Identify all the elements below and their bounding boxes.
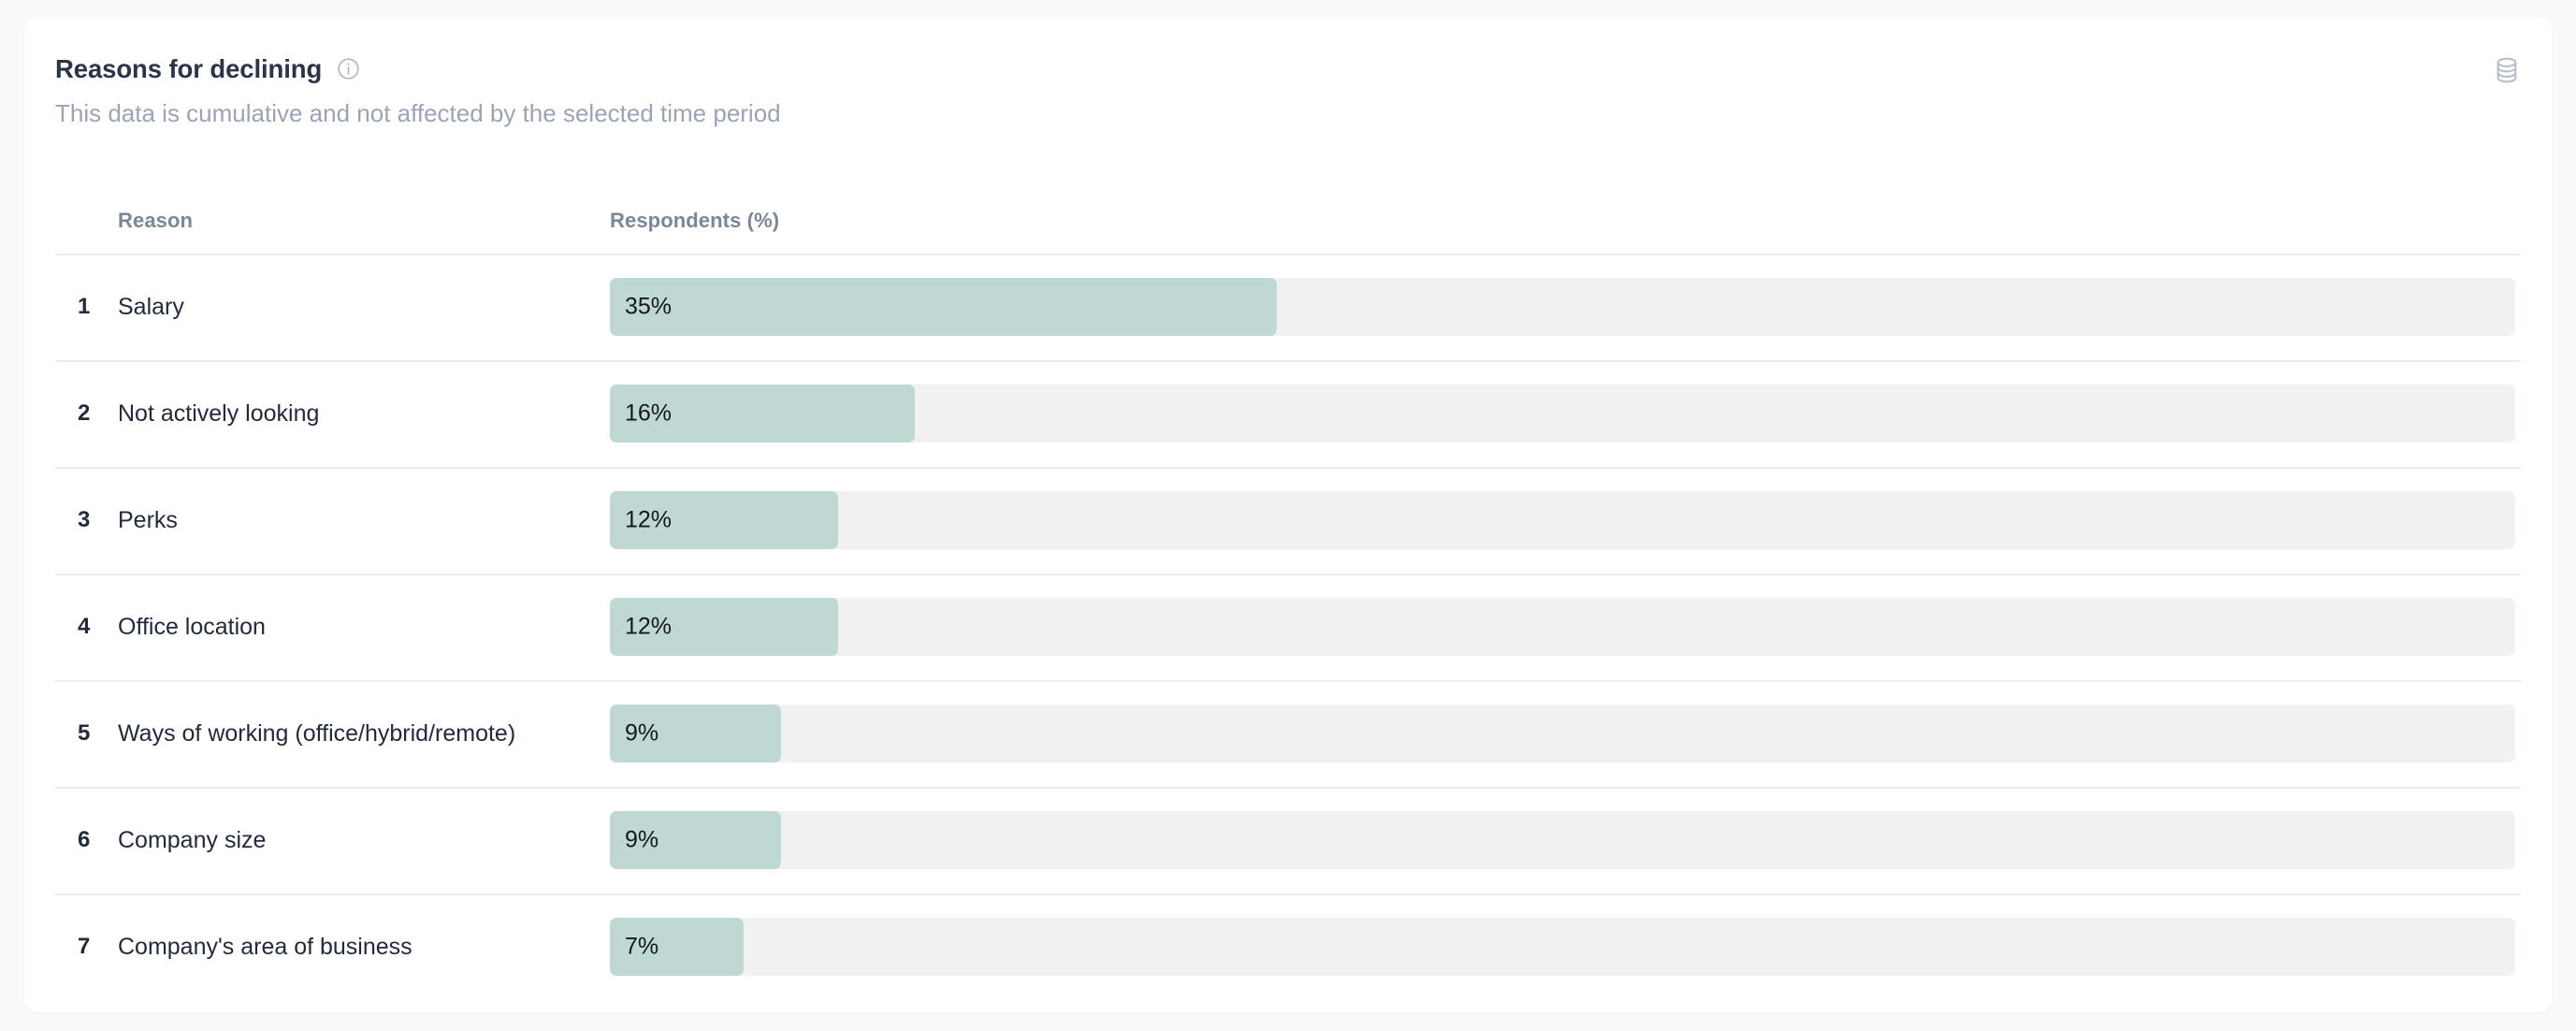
card-header: Reasons for declining This data is cumul… [24,17,2552,167]
row-bar-cell: 9% [610,811,2552,869]
bar-fill [610,491,839,549]
row-rank: 1 [78,294,91,319]
card-subtitle: This data is cumulative and not affected… [55,99,781,127]
row-rank: 7 [78,934,91,959]
table-row: 7 Company's area of business 7% [24,893,2552,1000]
bar-track: 12% [610,491,2515,549]
table-row: 5 Ways of working (office/hybrid/remote) 9… [24,680,2552,787]
bar-track: 16% [610,385,2515,443]
info-circle-icon[interactable] [336,56,361,81]
row-rank: 6 [78,827,91,852]
bar-track: 9% [610,811,2515,869]
row-bar-cell: 12% [610,491,2552,549]
column-header-respondents: Respondents (%) [610,209,780,232]
reasons-table: Reason Respondents (%) 1 Salary 35% 2 Not ac… [24,167,2552,1000]
page-title: Reasons for declining [55,54,323,83]
row-rank: 5 [78,720,91,746]
row-reason-label: Office location [118,613,266,640]
row-bar-cell: 7% [610,918,2552,976]
bar-value-label: 9% [625,826,659,853]
bar-track: 35% [610,278,2515,336]
row-reason-label: Not actively looking [118,399,320,427]
bar-value-label: 35% [625,293,673,320]
bar-fill [610,811,782,869]
reasons-for-declining-card: Reasons for declining This data is cumul… [24,17,2552,1012]
row-reason-label: Company size [118,826,267,853]
title-row: Reasons for declining [55,56,361,82]
row-bar-cell: 16% [610,385,2552,443]
bar-track: 7% [610,918,2515,976]
row-bar-cell: 12% [610,598,2552,656]
row-rank: 2 [78,400,91,426]
row-rank: 4 [78,614,91,639]
row-reason-label: Ways of working (office/hybrid/remote) [118,719,516,747]
bar-value-label: 12% [625,613,673,640]
bar-fill [610,918,744,976]
row-bar-cell: 9% [610,704,2552,762]
table-header-row: Reason Respondents (%) [24,167,2552,254]
row-reason-label: Company's area of business [118,933,412,960]
bar-fill [610,704,782,762]
column-header-reason: Reason [118,209,194,232]
table-row: 4 Office location 12% [24,574,2552,680]
row-reason-label: Salary [118,293,184,320]
bar-track: 9% [610,704,2515,762]
bar-fill [610,385,915,443]
bar-value-label: 16% [625,399,673,427]
table-row: 6 Company size 9% [24,787,2552,893]
row-bar-cell: 35% [610,278,2552,336]
table-row: 2 Not actively looking 16% [24,360,2552,467]
bar-value-label: 9% [625,719,659,747]
row-reason-label: Perks [118,506,178,533]
table-row: 1 Salary 35% [24,254,2552,360]
table-row: 3 Perks 12% [24,467,2552,574]
database-icon[interactable] [2491,54,2523,86]
bar-fill [610,278,1277,336]
row-rank: 3 [78,507,91,532]
bar-track: 12% [610,598,2515,656]
bar-value-label: 12% [625,506,673,533]
bar-value-label: 7% [625,933,659,960]
bar-fill [610,598,839,656]
